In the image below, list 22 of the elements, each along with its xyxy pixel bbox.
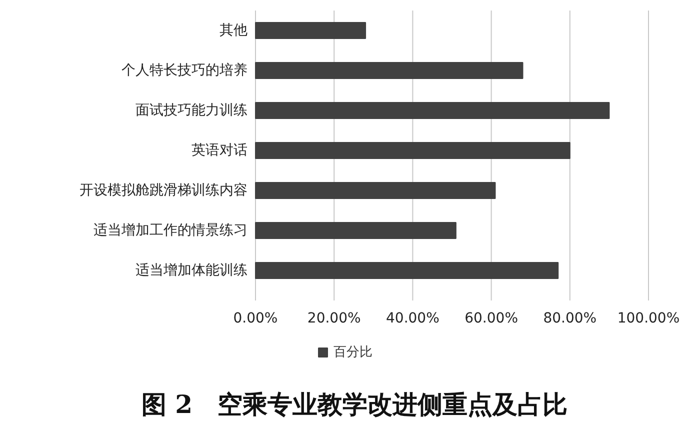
- bar: [255, 102, 610, 119]
- x-tick-label: 60.00%: [464, 310, 518, 326]
- y-tick-label: 适当增加工作的情景练习: [94, 222, 248, 238]
- x-tick-label: 20.00%: [307, 310, 361, 326]
- y-tick-label: 面试技巧能力训练: [136, 102, 248, 118]
- x-tick-label: 40.00%: [386, 310, 440, 326]
- bar: [255, 142, 570, 159]
- y-tick-label: 英语对话: [192, 142, 248, 158]
- bar: [255, 22, 366, 39]
- y-tick-label: 其他: [220, 22, 248, 38]
- bar: [255, 182, 496, 199]
- y-tick-label: 适当增加体能训练: [136, 262, 248, 278]
- legend-label: 百分比: [334, 345, 372, 360]
- text: 图 2 空乘专业教学改进侧重点及占比: [141, 390, 568, 419]
- x-tick-label: 0.00%: [233, 310, 278, 326]
- x-tick-label: 100.00%: [617, 310, 680, 326]
- y-tick-label: 个人特长技巧的培养: [122, 62, 248, 78]
- y-tick-label: 开设模拟舱跳滑梯训练内容: [80, 182, 248, 198]
- bar: [255, 262, 559, 279]
- bar: [255, 62, 524, 79]
- bar: [255, 222, 456, 239]
- x-tick-label: 80.00%: [543, 310, 597, 326]
